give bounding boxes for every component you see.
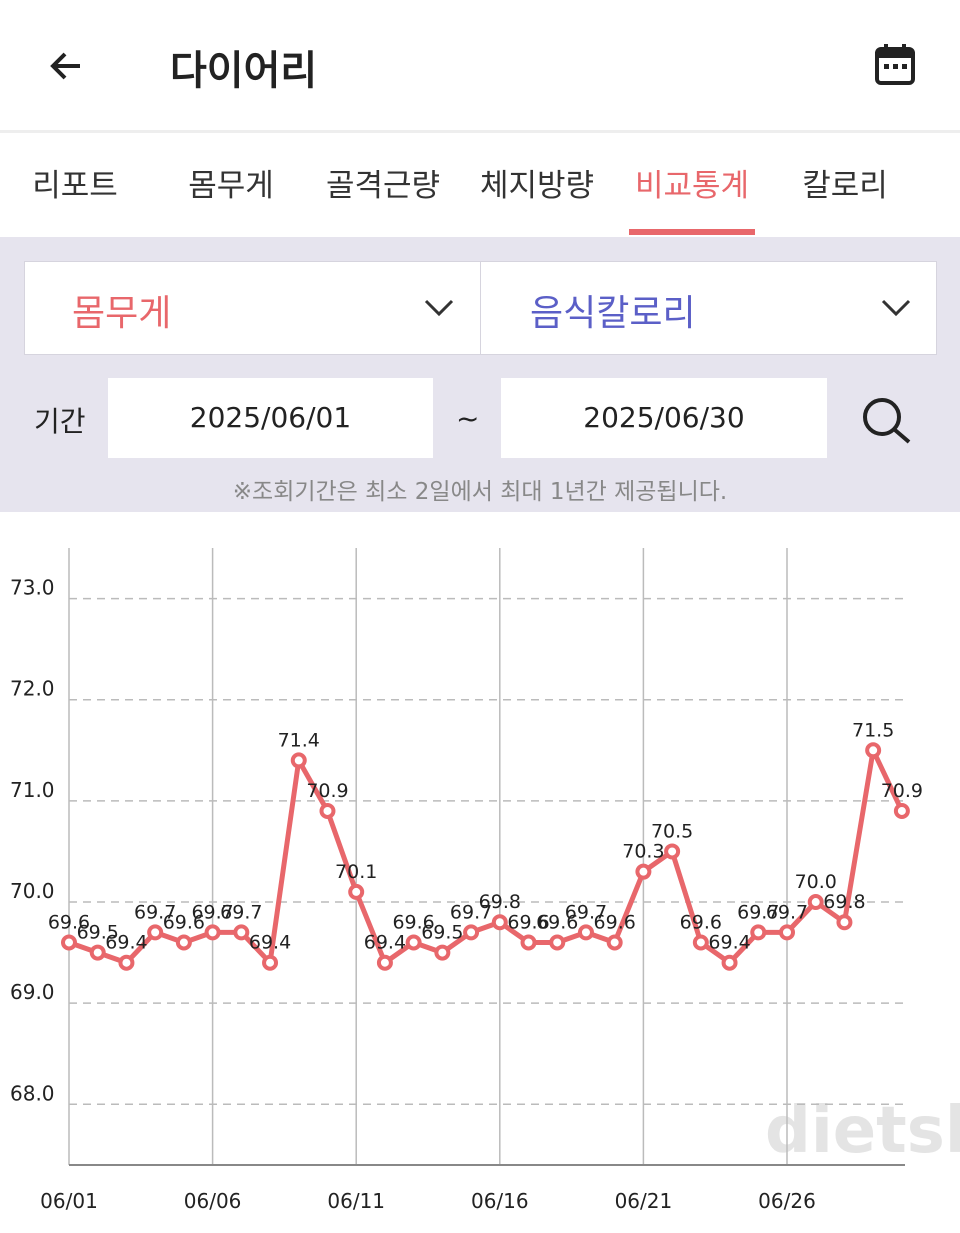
data-label: 69.4 xyxy=(105,932,147,954)
x-tick-label: 06/21 xyxy=(615,1189,673,1213)
chevron xyxy=(424,299,454,317)
data-label: 69.7 xyxy=(450,901,492,923)
point xyxy=(807,894,824,911)
point xyxy=(233,924,250,941)
point xyxy=(549,934,566,951)
y-tick-label: 69.0 xyxy=(10,980,55,1004)
page-title: 다이어리 xyxy=(170,48,318,94)
data-label: 69.8 xyxy=(479,891,521,913)
x-tick-label: 06/11 xyxy=(327,1189,385,1213)
point xyxy=(147,924,164,941)
data-label: 69.4 xyxy=(249,932,291,954)
point xyxy=(635,863,652,880)
watermark: dietshin.com xyxy=(765,1094,960,1168)
tab[interactable]: 체지방량 xyxy=(479,168,595,204)
calendar-button[interactable] xyxy=(874,42,916,86)
right-selector[interactable] xyxy=(480,261,937,355)
point xyxy=(520,934,537,951)
chart: dietshin.com 68.0 69.0 70.0 71.0 72.0 73.0 06/… xyxy=(10,548,960,1213)
data-label: 69.7 xyxy=(737,901,779,923)
data-label: 71.4 xyxy=(278,729,320,751)
point xyxy=(89,944,106,961)
data-label: 69.7 xyxy=(565,901,607,923)
tab[interactable]: 칼로리 xyxy=(802,168,888,204)
header xyxy=(0,0,960,133)
x-tick-label: 06/16 xyxy=(471,1189,529,1213)
point xyxy=(376,954,393,971)
data-label: 69.6 xyxy=(392,911,434,933)
end-date[interactable]: 2025/06/30 xyxy=(501,378,827,458)
point xyxy=(779,924,795,941)
data-label: 69.7 xyxy=(766,901,808,923)
tab[interactable]: 몸무게 xyxy=(188,168,274,204)
point xyxy=(118,954,135,971)
data-label: 70.5 xyxy=(651,820,693,842)
point xyxy=(577,924,594,941)
data-label: 71.5 xyxy=(852,719,894,741)
data-label: 69.6 xyxy=(507,911,549,933)
period-note: ※조회기간은 최소 2일에서 최대 1년간 제공됩니다. xyxy=(232,479,728,505)
point xyxy=(893,802,910,819)
x-tick-label: 06/01 xyxy=(40,1189,98,1213)
y-tick-label: 71.0 xyxy=(10,778,55,802)
data-label: 69.5 xyxy=(421,922,463,944)
data-label: 69.6 xyxy=(163,911,205,933)
y-tick-label: 70.0 xyxy=(10,879,55,903)
data-label: 69.7 xyxy=(191,901,233,923)
period-label: 기간 xyxy=(34,405,86,438)
data-label: 69.5 xyxy=(77,922,119,944)
tab-active[interactable]: 비교통계 xyxy=(634,168,750,204)
data-label: 69.4 xyxy=(364,932,406,954)
point xyxy=(319,802,336,819)
x-tick-label: 06/06 xyxy=(184,1189,242,1213)
point xyxy=(721,954,738,971)
y-tick-label: 73.0 xyxy=(10,576,55,600)
back-button[interactable] xyxy=(48,48,84,84)
left-selector[interactable] xyxy=(24,261,481,355)
data-label: 70.9 xyxy=(306,780,348,802)
point xyxy=(463,924,480,941)
point xyxy=(836,914,853,931)
chevron xyxy=(881,299,911,317)
point xyxy=(606,934,623,951)
data-label: 69.7 xyxy=(220,901,262,923)
data-label: 70.1 xyxy=(335,861,377,883)
data-label: 69.6 xyxy=(594,911,636,933)
data-label: 69.6 xyxy=(680,911,722,933)
y-tick-label: 68.0 xyxy=(10,1081,55,1105)
start-date[interactable]: 2025/06/01 xyxy=(108,378,433,458)
search-button[interactable] xyxy=(860,396,914,446)
tab[interactable]: 리포트 xyxy=(32,168,118,204)
point xyxy=(204,924,221,941)
left-selector-text: 몸무게 xyxy=(72,293,172,334)
point xyxy=(290,752,307,769)
separator: ~ xyxy=(456,402,480,435)
tab-indicator xyxy=(629,229,755,235)
point xyxy=(865,742,882,759)
point xyxy=(61,934,77,951)
point xyxy=(434,944,451,961)
data-label: 70.3 xyxy=(622,841,664,863)
point xyxy=(262,954,279,971)
point xyxy=(491,914,508,931)
x-tick-label: 06/26 xyxy=(758,1189,816,1213)
y-tick-label: 72.0 xyxy=(10,677,55,701)
data-label: 69.7 xyxy=(134,901,176,923)
point xyxy=(348,883,365,900)
point xyxy=(664,843,681,860)
tab[interactable]: 골격근량 xyxy=(325,168,441,204)
data-label: 70.9 xyxy=(881,780,923,802)
point xyxy=(692,934,709,951)
data-label: 69.6 xyxy=(536,911,578,933)
right-selector-text: 음식칼로리 xyxy=(530,293,696,334)
data-label: 70.0 xyxy=(795,871,837,893)
point xyxy=(750,924,767,941)
data-label: 69.8 xyxy=(823,891,865,913)
point xyxy=(175,934,192,951)
data-label: 69.4 xyxy=(708,932,750,954)
point xyxy=(405,934,422,951)
data-label: 69.6 xyxy=(48,911,90,933)
